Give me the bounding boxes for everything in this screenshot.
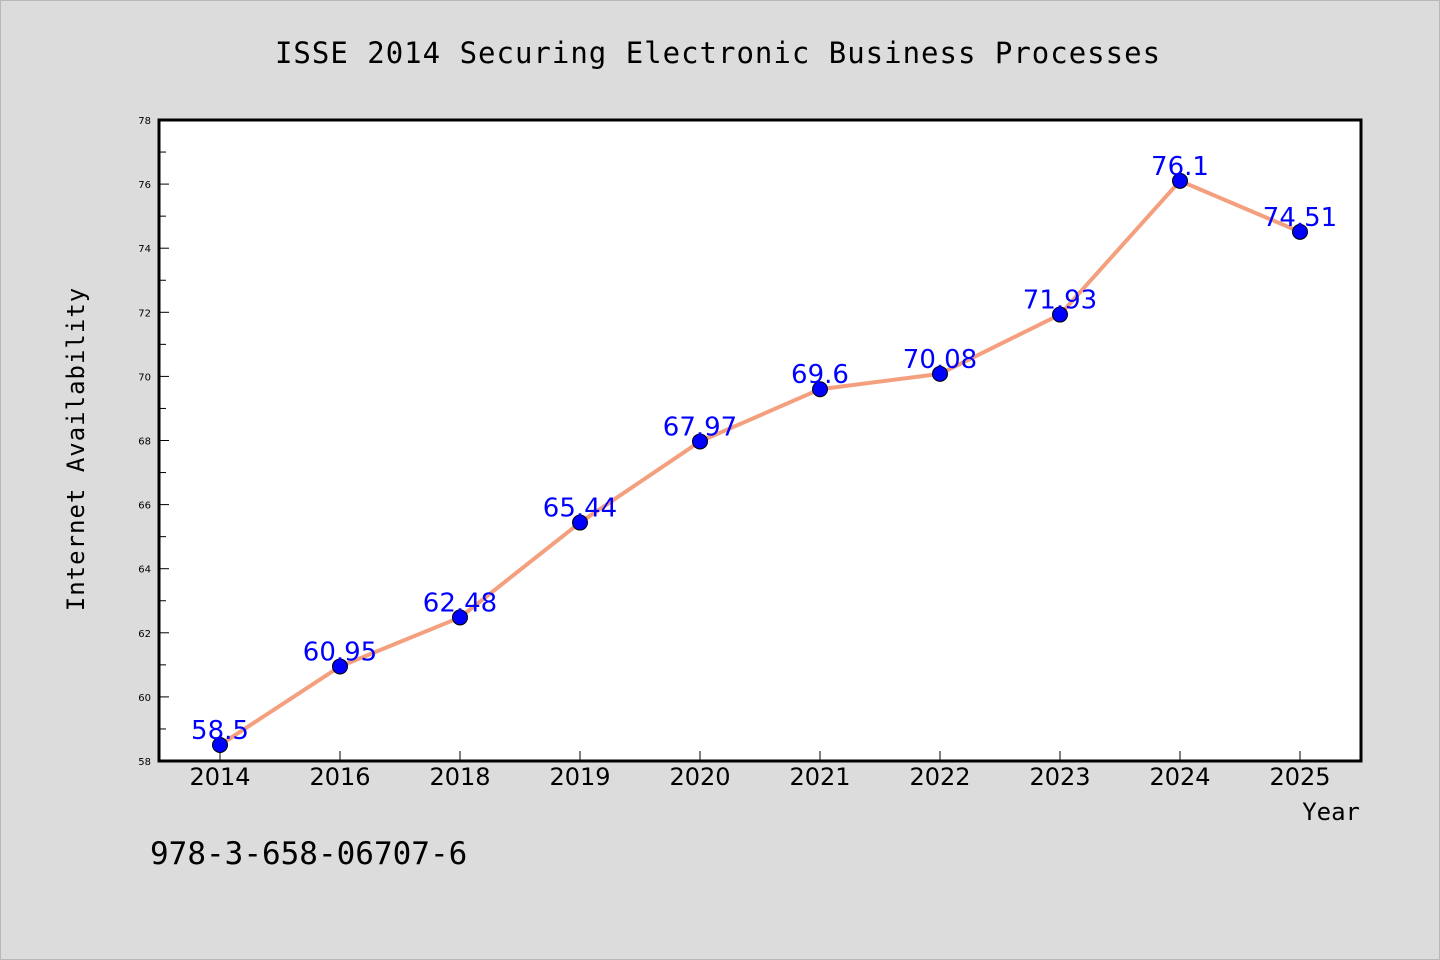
x-tick-label: 2021 xyxy=(789,763,850,791)
data-point xyxy=(692,433,708,450)
x-axis: 2014 2016 2018 2019 2020 2021 2022 2023 2024 2025 xyxy=(189,751,1331,791)
x-axis-label: Year xyxy=(1302,798,1360,826)
data-label: 60.95 xyxy=(303,637,377,667)
y-tick-label: 58 xyxy=(138,757,151,768)
data-label: 76.1 xyxy=(1151,152,1209,182)
data-label: 70.08 xyxy=(903,345,977,375)
y-tick-label: 72 xyxy=(138,308,151,319)
y-tick-label: 64 xyxy=(138,565,151,576)
data-label: 69.6 xyxy=(791,360,849,390)
y-tick-label: 78 xyxy=(138,116,151,127)
data-series: 58.5 60.95 62.48 65.44 67.97 69.6 70.08 71.93 76… xyxy=(191,152,1337,753)
y-tick-label: 60 xyxy=(138,693,151,704)
y-tick-label: 68 xyxy=(138,437,151,448)
x-tick-label: 2023 xyxy=(1029,763,1090,791)
y-tick-label: 70 xyxy=(138,372,151,383)
data-point xyxy=(452,609,468,626)
data-point xyxy=(1172,172,1188,189)
data-label: 62.48 xyxy=(423,588,497,618)
data-point xyxy=(1292,223,1308,240)
data-point xyxy=(332,658,348,675)
x-tick-label: 2020 xyxy=(669,763,730,791)
x-tick-label: 2018 xyxy=(429,763,490,791)
data-label: 74.51 xyxy=(1263,203,1337,233)
x-tick-label: 2022 xyxy=(909,763,970,791)
data-point xyxy=(932,365,948,382)
y-axis-label: Internet Availability xyxy=(62,287,90,611)
data-label: 67.97 xyxy=(663,412,737,442)
y-tick-label: 66 xyxy=(138,501,151,512)
y-tick-label: 74 xyxy=(138,244,151,255)
data-label: 71.93 xyxy=(1023,286,1097,316)
y-tick-label: 76 xyxy=(138,180,151,191)
x-tick-label: 2019 xyxy=(549,763,610,791)
data-point xyxy=(572,514,588,531)
x-tick-label: 2024 xyxy=(1149,763,1210,791)
data-label: 58.5 xyxy=(191,716,249,746)
plot-area xyxy=(157,118,1363,763)
data-label: 65.44 xyxy=(543,494,617,524)
data-point xyxy=(212,736,228,753)
data-point xyxy=(812,381,828,398)
x-tick-label: 2016 xyxy=(309,763,370,791)
data-point xyxy=(1052,306,1068,323)
chart-title: ISSE 2014 Securing Electronic Business P… xyxy=(275,36,1161,70)
isbn-text: 978-3-658-06707-6 xyxy=(150,836,467,872)
x-tick-label: 2014 xyxy=(189,763,250,791)
y-tick-label: 62 xyxy=(138,629,151,640)
series-line xyxy=(218,178,1301,747)
y-axis: 58 60 62 64 66 68 70 72 74 76 78 xyxy=(138,116,169,768)
x-tick-label: 2025 xyxy=(1269,763,1330,791)
